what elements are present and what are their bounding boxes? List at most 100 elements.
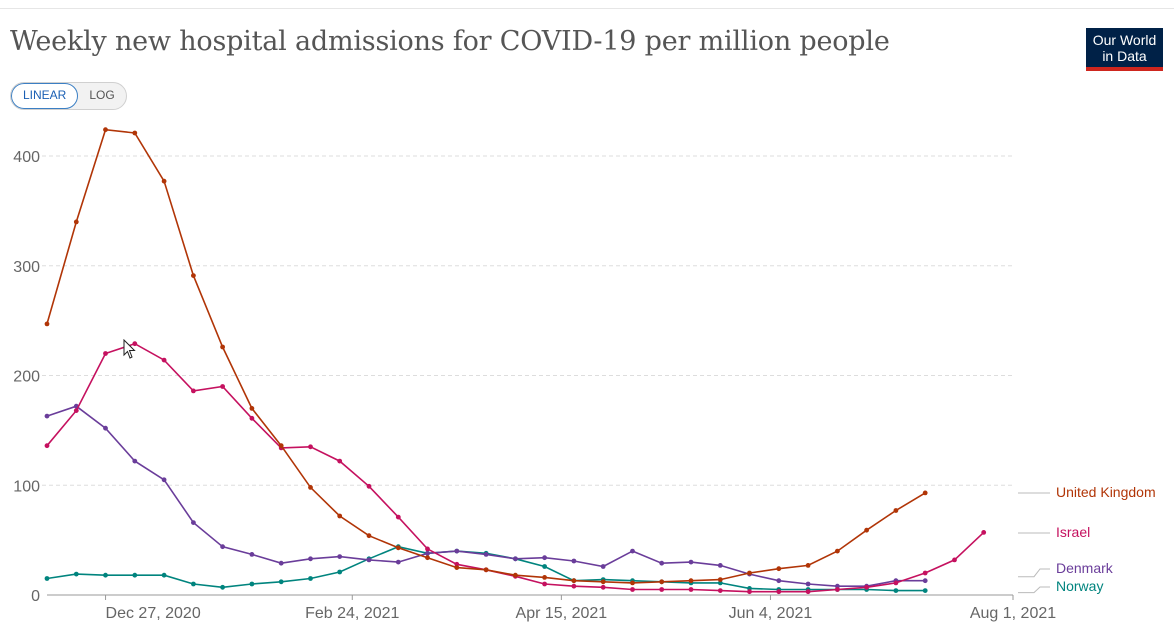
- series-united-kingdom: [44, 127, 928, 586]
- series-label: United Kingdom: [1056, 484, 1156, 500]
- series-line: [46, 405, 926, 588]
- data-point: [922, 578, 928, 584]
- data-point: [308, 444, 313, 450]
- logo-line-2: in Data: [1102, 48, 1147, 64]
- data-point: [191, 520, 196, 525]
- data-point: [73, 408, 79, 413]
- data-point: [191, 581, 196, 587]
- mouse-cursor-icon: [123, 339, 136, 359]
- data-point: [835, 583, 840, 589]
- y-tick-label: 300: [13, 259, 40, 276]
- data-point: [308, 576, 313, 581]
- data-point: [161, 357, 167, 363]
- y-tick-label: 200: [13, 369, 40, 386]
- data-point: [600, 579, 606, 585]
- data-point: [308, 556, 313, 562]
- data-point: [747, 589, 752, 595]
- data-point: [747, 586, 752, 591]
- data-point: [864, 527, 869, 533]
- data-point: [220, 544, 226, 550]
- data-point: [103, 425, 108, 431]
- grid-lines: [42, 155, 1013, 486]
- data-point: [513, 556, 518, 562]
- data-point: [805, 581, 811, 587]
- data-point: [542, 555, 547, 561]
- log-scale-button[interactable]: LOG: [89, 88, 115, 102]
- data-point: [337, 458, 343, 464]
- logo-line-1: Our World: [1092, 32, 1157, 48]
- data-point: [44, 576, 50, 581]
- data-point: [659, 587, 665, 592]
- data-point: [366, 533, 372, 539]
- data-point: [454, 561, 460, 567]
- data-point: [278, 443, 284, 449]
- data-point: [220, 584, 226, 590]
- data-point: [688, 559, 694, 565]
- data-point: [600, 564, 606, 569]
- series-label: Israel: [1056, 524, 1090, 540]
- x-tick-label: Apr 15, 2021: [516, 605, 608, 622]
- data-point: [395, 514, 401, 520]
- data-point: [425, 546, 430, 552]
- data-point: [571, 578, 577, 584]
- data-point: [278, 579, 284, 585]
- data-point: [132, 458, 138, 464]
- label-connector: [1018, 568, 1050, 578]
- data-point: [717, 588, 723, 593]
- data-point: [249, 406, 255, 411]
- data-point: [454, 565, 460, 570]
- data-point: [659, 579, 665, 585]
- data-point: [571, 583, 577, 589]
- data-point: [717, 563, 723, 568]
- data-point: [981, 530, 987, 535]
- x-tick-label: Aug 1, 2021: [970, 605, 1056, 622]
- x-tick-label: Dec 27, 2020: [106, 605, 201, 622]
- data-point: [776, 578, 782, 584]
- data-point: [630, 548, 635, 554]
- data-point: [864, 584, 869, 590]
- data-point: [249, 415, 255, 421]
- data-point: [513, 572, 518, 578]
- linear-scale-button[interactable]: LINEAR: [11, 83, 79, 109]
- data-point: [337, 513, 343, 519]
- data-point: [542, 581, 547, 587]
- data-point: [44, 413, 50, 419]
- label-connector: [1018, 586, 1050, 594]
- data-point: [659, 560, 665, 566]
- data-point: [893, 588, 899, 593]
- data-point: [922, 490, 928, 496]
- data-point: [630, 587, 635, 592]
- data-point: [717, 577, 723, 582]
- data-point: [132, 572, 138, 578]
- data-point: [220, 344, 226, 350]
- data-point: [835, 587, 840, 592]
- data-point: [395, 559, 401, 565]
- data-point: [161, 572, 167, 578]
- series-label: Denmark: [1056, 560, 1114, 576]
- series-israel: [44, 341, 987, 595]
- data-point: [805, 589, 811, 595]
- data-point: [688, 587, 694, 592]
- y-tick-label: 100: [13, 478, 40, 495]
- data-point: [161, 178, 167, 184]
- data-point: [220, 384, 226, 389]
- data-point: [44, 321, 50, 327]
- data-point: [366, 557, 372, 563]
- owid-logo[interactable]: Our World in Data: [1086, 28, 1163, 71]
- y-tick-label: 0: [31, 588, 40, 605]
- data-point: [337, 569, 343, 575]
- y-tick-label: 400: [13, 149, 40, 166]
- data-point: [952, 557, 957, 563]
- data-point: [717, 580, 723, 586]
- data-point: [249, 581, 255, 587]
- y-axis-ticks: 0 100 200 300 400: [13, 149, 40, 605]
- data-point: [425, 555, 430, 561]
- data-point: [630, 580, 635, 586]
- data-point: [425, 550, 430, 556]
- data-point: [922, 588, 928, 593]
- data-point: [893, 508, 899, 513]
- series-label: Norway: [1056, 578, 1103, 594]
- data-point: [366, 483, 372, 489]
- series-line: [46, 342, 985, 593]
